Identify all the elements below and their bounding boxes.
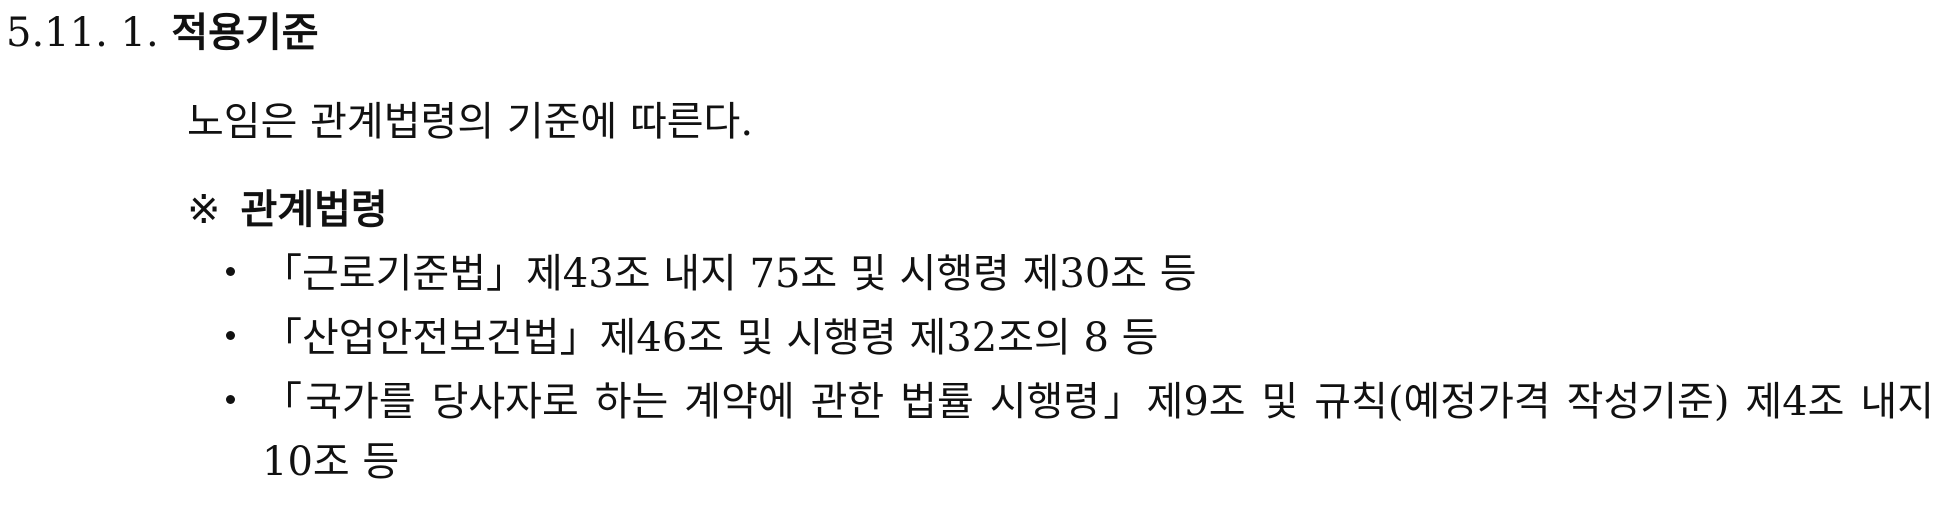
section-title: 적용기준 <box>171 9 319 56</box>
section-number: 5.11. 1. <box>6 10 159 56</box>
list-item: 「국가를 당사자로 하는 계약에 관한 법률 시행령」제9조 및 규칙(예정가격… <box>222 372 1934 492</box>
list-item-text: 「산업안전보건법」제46조 및 시행령 제32조의 8 등 <box>262 315 1159 361</box>
note-mark: ※ <box>187 187 221 233</box>
bullet-icon <box>226 267 235 276</box>
note-heading: ※ 관계법령 <box>187 180 388 240</box>
section-heading: 5.11. 1. 적용기준 <box>6 0 319 66</box>
list-item: 「근로기준법」제43조 내지 75조 및 시행령 제30조 등 <box>222 244 1934 304</box>
list-item-text: 「국가를 당사자로 하는 계약에 관한 법률 시행령」제9조 및 규칙(예정가격… <box>262 379 1934 485</box>
bullet-icon <box>226 331 235 340</box>
list-item-text: 「근로기준법」제43조 내지 75조 및 시행령 제30조 등 <box>262 251 1197 297</box>
body-paragraph: 노임은 관계법령의 기준에 따른다. <box>187 99 754 145</box>
list-item: 「산업안전보건법」제46조 및 시행령 제32조의 8 등 <box>222 308 1934 368</box>
bullet-icon <box>226 395 235 404</box>
note-label: 관계법령 <box>240 186 388 233</box>
law-list: 「근로기준법」제43조 내지 75조 및 시행령 제30조 등 「산업안전보건법… <box>222 244 1934 496</box>
